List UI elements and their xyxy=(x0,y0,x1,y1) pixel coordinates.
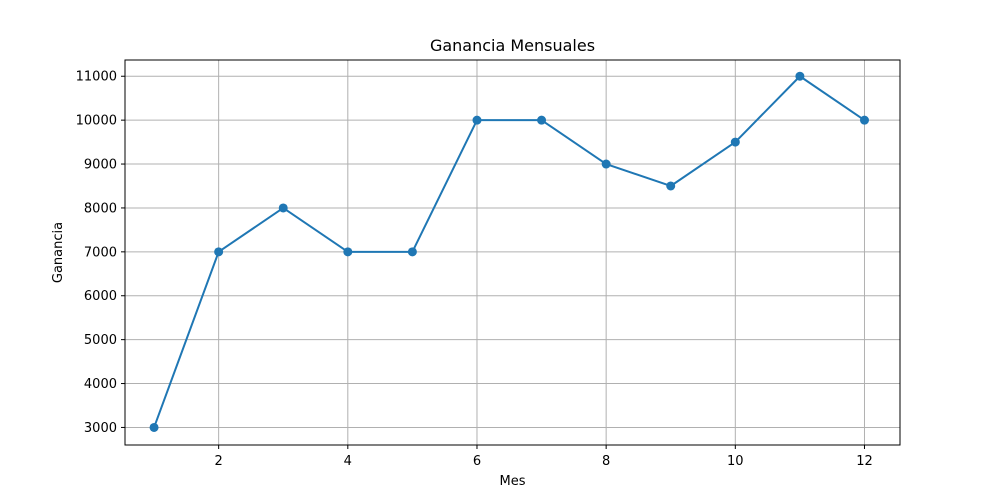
y-tick-label: 11000 xyxy=(76,70,117,85)
x-tick-label: 10 xyxy=(727,454,744,469)
data-point xyxy=(731,138,740,147)
data-point xyxy=(214,247,223,256)
y-tick-label: 3000 xyxy=(84,421,117,436)
chart-title: Ganancia Mensuales xyxy=(430,36,595,55)
x-axis-label: Mes xyxy=(500,474,526,489)
data-point xyxy=(408,247,417,256)
data-point xyxy=(602,160,611,169)
x-tick-label: 2 xyxy=(215,454,223,469)
y-tick-label: 4000 xyxy=(84,377,117,392)
data-point xyxy=(343,247,352,256)
y-tick-label: 8000 xyxy=(84,201,117,216)
plot-frame xyxy=(125,60,900,445)
y-tick-label: 6000 xyxy=(84,289,117,304)
data-point xyxy=(279,203,288,212)
y-tick-label: 5000 xyxy=(84,333,117,348)
x-tick-label: 8 xyxy=(602,454,610,469)
y-tick-label: 10000 xyxy=(76,114,117,129)
data-point xyxy=(795,72,804,81)
x-axis-ticks: 2 4 6 8 10 12 xyxy=(215,445,873,469)
y-axis-ticks: 3000 4000 5000 6000 7000 8000 9000 10000 11000 xyxy=(76,70,125,436)
grid-layer xyxy=(125,60,900,445)
x-tick-label: 4 xyxy=(344,454,352,469)
x-tick-label: 12 xyxy=(856,454,873,469)
data-point xyxy=(860,116,869,125)
data-point xyxy=(666,181,675,190)
y-tick-label: 7000 xyxy=(84,245,117,260)
y-tick-label: 9000 xyxy=(84,158,117,173)
data-point xyxy=(472,116,481,125)
data-point xyxy=(150,423,159,432)
x-tick-label: 6 xyxy=(473,454,481,469)
y-axis-label: Ganancia xyxy=(51,222,66,283)
data-point xyxy=(537,116,546,125)
